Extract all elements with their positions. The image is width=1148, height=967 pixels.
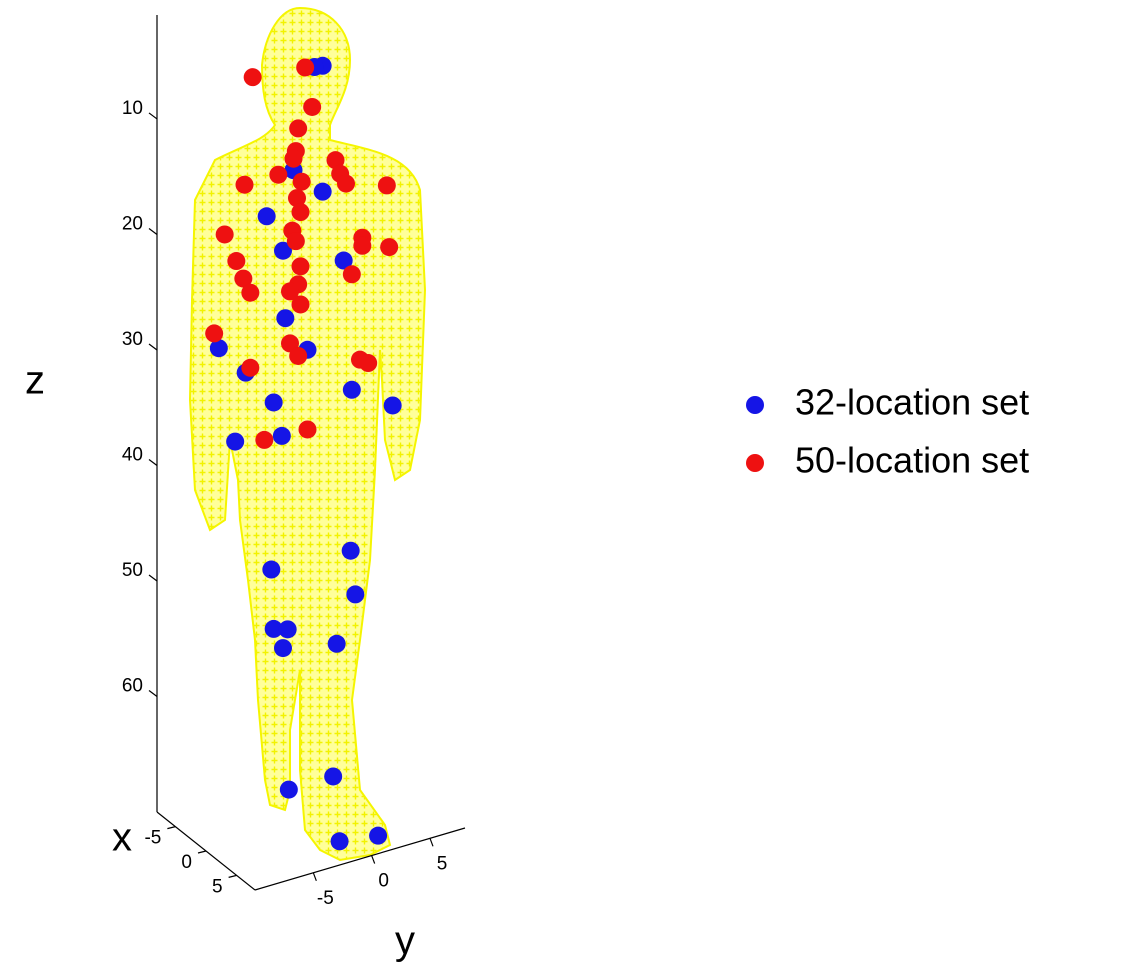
y-tick [371, 855, 376, 864]
data-point [262, 560, 281, 579]
legend-marker [746, 396, 764, 414]
x-tick-label: 0 [181, 852, 192, 873]
data-point [288, 189, 306, 208]
x-tick [167, 826, 176, 830]
legend-marker [746, 454, 764, 472]
data-point [241, 358, 260, 377]
legend-label: 50-location set [795, 440, 1029, 481]
data-point [346, 585, 365, 604]
data-point [380, 238, 399, 257]
z-tick-label: 40 [122, 444, 143, 465]
data-point [243, 68, 262, 87]
data-point [274, 241, 292, 260]
data-point [292, 172, 311, 191]
data-point [255, 430, 274, 449]
data-point [334, 251, 353, 270]
y-tick [312, 872, 317, 881]
data-point [296, 58, 315, 77]
y-axis-label: y [395, 919, 415, 963]
data-point [234, 269, 253, 288]
data-point [341, 541, 360, 560]
z-tick-label: 20 [122, 213, 143, 234]
data-point [313, 182, 332, 201]
x-tick [197, 850, 207, 854]
data-point [383, 396, 402, 415]
data-point [342, 265, 361, 284]
data-point [227, 252, 246, 271]
z-tick [148, 343, 158, 351]
data-point [353, 236, 372, 255]
z-tick [148, 458, 158, 466]
y-tick [429, 838, 434, 847]
y-tick-label: 5 [437, 853, 448, 874]
data-point [369, 826, 388, 845]
data-point [235, 175, 254, 194]
z-axis-label: z [25, 359, 45, 403]
data-point [279, 780, 298, 799]
legend-label: 32-location set [795, 382, 1029, 423]
data-point [281, 282, 299, 301]
data-point [264, 619, 283, 638]
z-tick-label: 30 [122, 329, 143, 350]
data-point [272, 426, 291, 445]
data-point [226, 432, 245, 451]
z-tick-label: 60 [122, 676, 143, 697]
x-axis-label: x [112, 816, 132, 860]
data-point [291, 203, 310, 222]
data-point [298, 420, 317, 439]
data-point [377, 176, 396, 195]
data-point [303, 97, 322, 116]
data-point [286, 232, 305, 251]
data-point [326, 151, 345, 170]
data-point [264, 393, 283, 412]
data-point [257, 207, 276, 226]
data-point [209, 339, 228, 358]
data-point [342, 380, 361, 399]
x-tick-label: -5 [144, 828, 161, 849]
x-tick [228, 874, 237, 878]
data-point [324, 767, 343, 786]
z-tick [148, 112, 158, 120]
data-point [276, 309, 295, 328]
data-point [337, 174, 355, 193]
z-tick-label: 50 [122, 560, 143, 581]
data-point [327, 634, 346, 653]
data-point [289, 119, 308, 138]
data-point [274, 639, 292, 658]
data-point [289, 346, 308, 365]
z-tick [148, 227, 158, 235]
data-point [269, 165, 288, 184]
data-point [284, 149, 303, 168]
y-tick-label: -5 [317, 888, 334, 909]
z-tick [148, 574, 158, 582]
data-point [241, 283, 260, 302]
z-tick [148, 690, 158, 697]
y-tick-label: 0 [378, 871, 389, 892]
z-tick-label: 10 [122, 98, 143, 119]
data-point [330, 832, 349, 851]
data-point [205, 324, 224, 343]
data-point [215, 225, 234, 244]
data-point [278, 620, 297, 639]
data-point [291, 257, 310, 276]
data-point [359, 354, 378, 373]
data-point [291, 295, 310, 314]
x-tick-label: 5 [212, 876, 223, 897]
